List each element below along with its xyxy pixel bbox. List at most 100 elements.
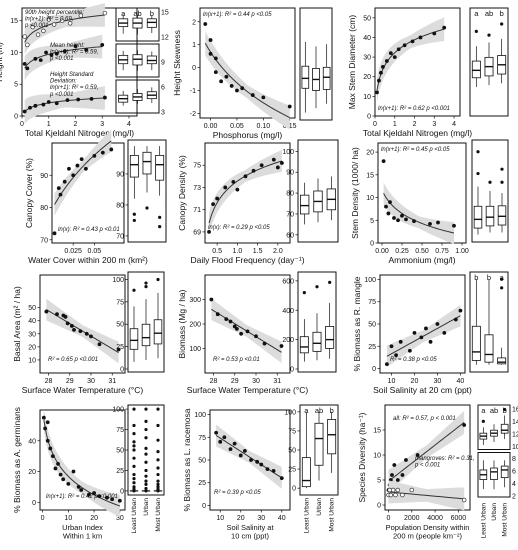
strip-point — [144, 479, 148, 483]
data-point — [44, 50, 48, 55]
strip-panel-p10b: 0 25 50 75 100 Least Urban Urban Most Urban — [112, 404, 165, 533]
y-axis-label: Max Stem Diameter (cm) — [347, 15, 357, 110]
data-point — [79, 157, 84, 162]
y-tick-label: 15 — [373, 428, 381, 435]
boxplot-panel-p8b: 0 200 400 600 — [282, 271, 337, 374]
x-axis-label: Soil Salinity at 10 cm (ppt) — [226, 523, 274, 540]
data-point — [103, 95, 107, 100]
panel-annotation: R² = 0.39 p <0.05 — [214, 490, 261, 496]
data-point — [219, 79, 224, 84]
x-tick-label: 4 — [127, 121, 131, 128]
y-tick-label: 1 — [192, 42, 196, 49]
data-point — [279, 476, 284, 481]
confidence-band — [209, 149, 282, 235]
x-tick-label: 1 — [47, 121, 51, 128]
data-point — [75, 163, 80, 168]
y-axis-label: % Biomass as R. mangle — [352, 276, 362, 371]
box-iqr — [312, 331, 322, 352]
y-tick-label: 60 — [286, 232, 294, 239]
outlier-point — [145, 206, 149, 210]
data-point — [208, 51, 213, 56]
data-point — [218, 439, 223, 444]
boxplot-panel-p2b — [299, 7, 333, 121]
box-frame — [469, 271, 509, 373]
data-point — [55, 312, 59, 317]
data-point — [83, 166, 88, 171]
data-point — [62, 179, 67, 184]
y-axis-label: Biomass (Mg / ha) — [177, 289, 187, 358]
data-point — [38, 58, 43, 62]
y-tick-label-right: 9 — [161, 60, 165, 67]
strip-point — [132, 407, 136, 411]
data-point — [46, 100, 51, 104]
data-point — [381, 159, 386, 164]
x-tick-label: 28 — [210, 378, 218, 385]
data-point — [92, 491, 96, 495]
y-axis-label: Species Diversity (ha⁻¹) — [357, 412, 367, 502]
x-tick-label: 1.00 — [455, 248, 469, 255]
significance-letter: a — [474, 9, 479, 18]
strip-point — [132, 472, 136, 477]
box-iqr — [327, 419, 337, 455]
y-tick-label: 100 — [282, 149, 294, 156]
strip-point — [156, 407, 160, 411]
x-tick-label: 0.10 — [257, 123, 271, 130]
y-tick-label: 80 — [40, 205, 48, 212]
data-point — [235, 88, 239, 93]
y-tick-label: 40 — [28, 438, 36, 445]
data-point — [44, 309, 49, 314]
data-point — [259, 462, 264, 467]
x-tick-label: 3 — [100, 121, 104, 128]
x-axis-label: Soil Salinity at 20 cm (ppt) — [373, 385, 472, 395]
significance-letter: ab — [490, 406, 498, 415]
strip-point — [156, 487, 160, 491]
data-point — [48, 446, 53, 451]
outlier-point — [487, 33, 491, 37]
outlier-point — [500, 180, 504, 184]
data-point — [386, 211, 391, 216]
outlier-point — [488, 180, 492, 184]
box-iqr — [155, 154, 165, 181]
data-point — [76, 97, 81, 102]
outlier-point — [132, 288, 136, 292]
y-tick-label: 100 — [364, 277, 376, 284]
data-point — [87, 492, 91, 497]
y-tick-label-right: 3 — [161, 110, 165, 117]
fit-line — [386, 315, 461, 357]
outlier-point — [328, 280, 332, 284]
strip-point — [132, 487, 136, 491]
outlier-point — [500, 22, 504, 26]
x-tick-label: 4 — [452, 121, 456, 128]
data-point — [45, 420, 50, 425]
x-tick-label: 3 — [432, 121, 436, 128]
data-point — [231, 179, 236, 184]
panel-annotation: all: R² = 0.57, p < 0.001 — [393, 416, 456, 422]
data-point — [228, 319, 233, 324]
strip-point — [144, 427, 148, 432]
y-tick-label: 90 — [286, 170, 294, 177]
significance-letter: b — [330, 406, 334, 415]
y-tick-label: 50 — [363, 15, 371, 22]
scatter-panel-p5: 0.5 1.0 1.5 2.0 69 71 73 75 ln(x): R² = 0.29 p <… — [177, 142, 305, 265]
box-iqr — [497, 205, 507, 226]
category-label: Urban — [316, 498, 323, 516]
panel-annotation: R² = 0.65 p <0.001 — [48, 357, 98, 363]
fit-line — [204, 43, 290, 118]
data-point — [209, 297, 214, 302]
box-iqr — [141, 323, 151, 347]
data-point — [22, 109, 27, 114]
y-tick-label-right: 6 — [512, 469, 516, 476]
scatter-panel-p2: 0.00 0.05 0.10 0.15 -2 -1 0 1 2 ln(x+1): R² = 0.4… — [172, 7, 297, 140]
scatter-panel-p4: 0.025 0.05 70 80 90 ln(x): R² = 0.43 p <0.01 W… — [24, 129, 148, 265]
data-point — [58, 192, 63, 197]
box-iqr — [314, 422, 324, 466]
strip-point — [144, 474, 148, 478]
x-tick-label: 0 — [387, 515, 391, 522]
panel-frame — [39, 274, 126, 374]
data-point — [65, 321, 70, 326]
x-axis-label: Population Density within 200 m (people k… — [386, 523, 470, 540]
y-tick-label: 0 — [192, 65, 196, 72]
data-point — [84, 48, 89, 52]
scatter-panel-p12: 0 2000 4000 6000 0 5 10 15 all: R² = 0.57, p < 0… — [357, 404, 475, 540]
data-point — [203, 22, 208, 26]
